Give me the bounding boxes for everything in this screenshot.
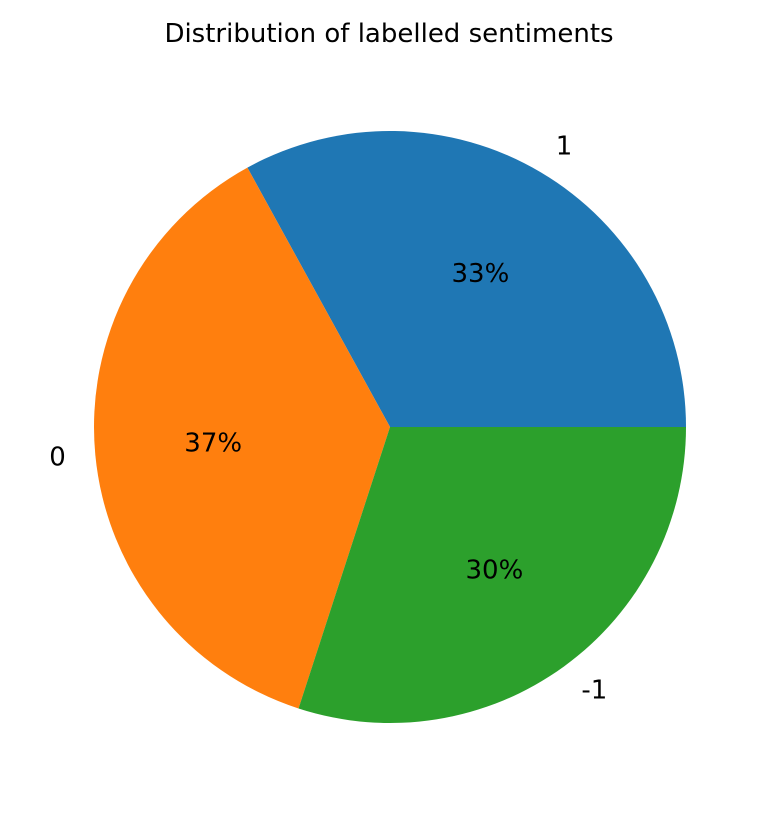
slice-percent-0: 37% <box>184 429 242 459</box>
pie-labels: 1 33% 0 37% -1 30% <box>49 132 607 706</box>
pie-slice-0 <box>93 167 390 709</box>
slice-label-1: 1 <box>556 132 573 162</box>
chart-title: Distribution of labelled sentiments <box>164 19 613 49</box>
pie-slice--1 <box>298 427 686 723</box>
pie-slice-1 <box>247 130 686 427</box>
slice-label--1: -1 <box>581 675 607 705</box>
pie-slices <box>93 130 686 723</box>
slice-label-0: 0 <box>49 443 66 473</box>
slice-percent--1: 30% <box>465 556 523 586</box>
slice-percent-1: 33% <box>452 259 510 289</box>
